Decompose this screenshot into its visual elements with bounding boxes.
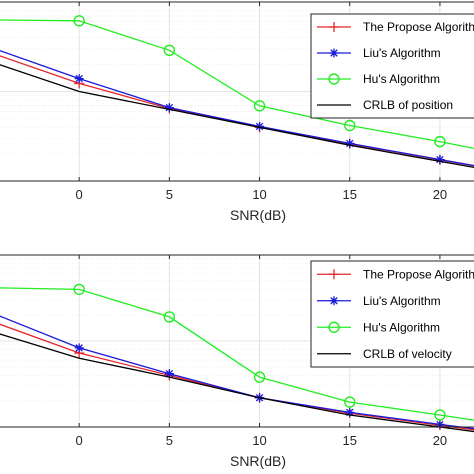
legend-entry: Liu's Algorithm [317, 46, 441, 60]
series-1 [0, 49, 474, 167]
legend-marker [329, 22, 339, 32]
series-line [0, 64, 474, 169]
legend-entry: The Propose Algorithm [317, 20, 474, 34]
data-point [345, 138, 355, 148]
legend-marker [328, 321, 340, 333]
legend-entry: CRLB of velocity [317, 347, 452, 361]
data-point [163, 44, 176, 57]
data-point [253, 100, 266, 112]
legend-label: CRLB of velocity [363, 347, 452, 361]
legend-entry: Hu's Algorithm [317, 72, 440, 86]
data-point [73, 283, 85, 296]
data-point [74, 343, 84, 353]
legend: The Propose Algorithm Liu's Algorithm Hu's… [310, 13, 474, 119]
x-tick-label: 20 [433, 433, 447, 448]
data-point [255, 121, 265, 131]
x-tick-label: 0 [76, 187, 83, 202]
x-tick-label: 5 [166, 187, 173, 202]
legend-box [310, 13, 474, 119]
data-point [163, 311, 176, 323]
legend: The Propose Algorithm Liu's Algorithm Hu's… [310, 260, 474, 368]
chart-position: 0 5 10 15 20 SNR(dB) The Propose Algorithm Liu'… [0, 1, 474, 223]
series-line [0, 19, 474, 150]
legend-box [310, 260, 474, 368]
series-2 [0, 15, 474, 150]
data-point [435, 155, 445, 165]
x-tick-label: 20 [433, 187, 447, 202]
data-point [434, 409, 446, 421]
legend-marker [329, 269, 339, 280]
x-axis-label: SNR(dB) [230, 453, 286, 469]
legend-marker [329, 296, 339, 306]
x-tick-label: 15 [343, 187, 357, 202]
data-point [73, 15, 85, 27]
data-point [74, 74, 84, 84]
legend-label: Liu's Algorithm [363, 46, 441, 60]
legend-entry: CRLB of position [317, 98, 453, 112]
legend-marker [329, 48, 339, 58]
data-point [434, 135, 446, 148]
data-point [164, 369, 174, 379]
series-line [0, 287, 474, 421]
chart-velocity: 0 5 10 15 20 SNR(dB) The Propose Algorithm Liu'… [0, 254, 474, 469]
legend-label: The Propose Algorithm [363, 20, 474, 34]
data-point [345, 407, 355, 417]
data-point [164, 103, 174, 113]
legend-entry: The Propose Algorithm [317, 267, 474, 281]
legend-marker [328, 73, 340, 85]
legend-label: Hu's Algorithm [363, 320, 440, 334]
x-tick-label: 10 [252, 187, 266, 202]
x-tick-label: 5 [166, 433, 173, 448]
legend-entry: Liu's Algorithm [317, 294, 441, 308]
series-3 [0, 64, 474, 169]
legend-label: Hu's Algorithm [363, 72, 440, 86]
x-axis-label: SNR(dB) [230, 207, 286, 223]
legend-entry: Hu's Algorithm [317, 320, 440, 334]
x-tick-label: 15 [343, 433, 357, 448]
x-tick-label: 10 [252, 433, 266, 448]
series-2 [0, 283, 474, 421]
legend-label: Liu's Algorithm [363, 294, 441, 308]
x-tick-label: 0 [76, 433, 83, 448]
data-point [344, 396, 356, 408]
data-point [253, 371, 266, 383]
data-point [344, 119, 356, 132]
legend-label: The Propose Algorithm [363, 267, 474, 281]
legend-label: CRLB of position [363, 98, 453, 112]
